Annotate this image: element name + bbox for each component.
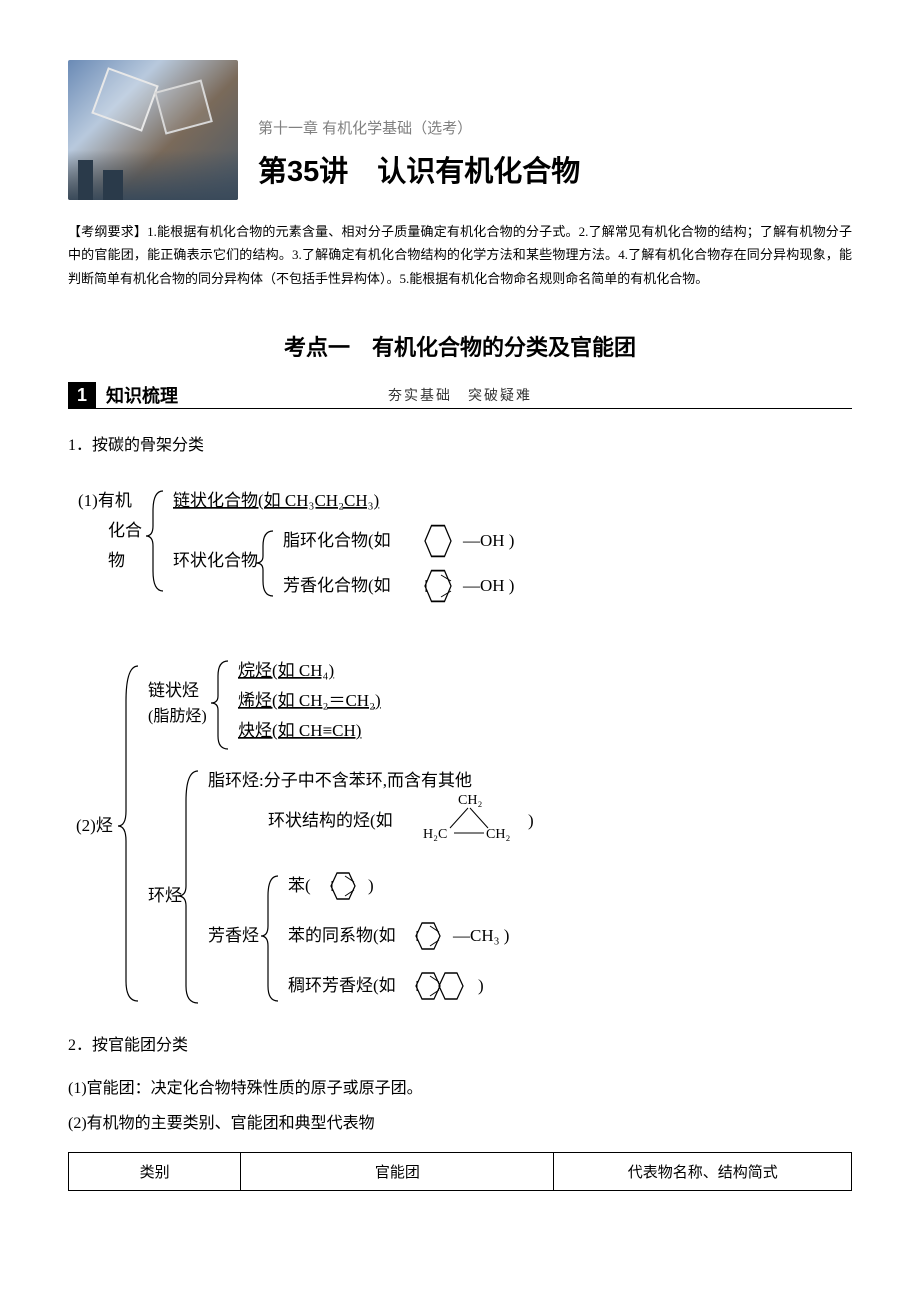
table-header-row: 类别 官能团 代表物名称、结构简式	[69, 1152, 852, 1190]
fig2-benzene: 苯(	[288, 876, 311, 895]
fig1-aromatic: 芳香化合物(如	[283, 576, 391, 595]
fig1-alicyclic-suf: —OH )	[462, 531, 514, 550]
header-titles: 第十一章 有机化学基础（选考） 第35讲 认识有机化合物	[238, 117, 852, 200]
fig1-left-3: 物	[108, 551, 125, 570]
table-col3: 代表物名称、结构简式	[554, 1152, 852, 1190]
table-col2: 官能团	[241, 1152, 554, 1190]
fig1-left-2: 化合	[108, 521, 142, 540]
svg-text:CH₂: CH₂	[486, 827, 510, 842]
requirements-text: 1.能根据有机化合物的元素含量、相对分子质量确定有机化合物的分子式。2.了解常见…	[68, 224, 852, 286]
fig2-fused: 稠环芳香烃(如	[288, 976, 396, 995]
fig1-chain: 链状化合物(如 CH₃CH₂CH₃)	[173, 491, 379, 510]
part2-heading: 2．按官能团分类	[68, 1031, 852, 1055]
subsection-subtitle: 夯实基础 突破疑难	[188, 385, 852, 405]
section-title: 考点一 有机化合物的分类及官能团	[68, 330, 852, 362]
fig2-fused-suf: )	[478, 976, 484, 995]
subsection-bar: 1 知识梳理 夯实基础 突破疑难	[68, 382, 852, 409]
fig2-alkene: 烯烃(如 CH₂＝CH₂)	[238, 691, 381, 710]
fig2-chainhc: 链状烃	[148, 681, 199, 700]
fig2-homolog: 苯的同系物(如	[288, 926, 396, 945]
part2-line1: (1)官能团：决定化合物特殊性质的原子或原子团。	[68, 1071, 852, 1106]
part1-heading: 1．按碳的骨架分类	[68, 431, 852, 455]
fig2-alicyc1: 脂环烃:分子中不含苯环,而含有其他	[208, 771, 472, 790]
fig2-homolog-suf: —CH₃ )	[452, 926, 509, 945]
svg-text:CH₂: CH₂	[458, 793, 482, 808]
subsection-label: 知识梳理	[96, 382, 188, 408]
svg-text:H₂C: H₂C	[423, 827, 447, 842]
classification-figure-1: (1)有机 化合 物 链状化合物(如 CH₃CH₂CH₃) 环状化合物 脂环化合…	[68, 471, 852, 621]
page-header: 第十一章 有机化学基础（选考） 第35讲 认识有机化合物	[68, 60, 852, 200]
requirements-label: 【考纲要求】	[68, 224, 147, 239]
fig2-alicyc2-suf: )	[528, 811, 534, 830]
fig1-left-1: (1)有机	[78, 491, 132, 510]
fig2-alkyne: 炔烃(如 CH≡CH)	[238, 721, 361, 740]
subsection-number: 1	[68, 382, 96, 408]
fig1-aromatic-suf: —OH )	[462, 576, 514, 595]
table-col1: 类别	[69, 1152, 241, 1190]
classification-figure-2: (2)烃 链状烃 (脂肪烃) 烷烃(如 CH₄) 烯烃(如 CH₂＝CH₂) 炔…	[68, 641, 852, 1011]
exam-requirements: 【考纲要求】1.能根据有机化合物的元素含量、相对分子质量确定有机化合物的分子式。…	[68, 220, 852, 290]
chapter-image	[68, 60, 238, 200]
functional-group-table: 类别 官能团 代表物名称、结构简式	[68, 1152, 852, 1191]
fig2-alicyc2: 环状结构的烃(如	[268, 811, 393, 830]
fig2-left: (2)烃	[76, 816, 113, 835]
fig2-ringhc: 环烃	[148, 886, 182, 905]
sub-chapter-label: 第十一章 有机化学基础（选考）	[258, 117, 852, 138]
fig2-alkane: 烷烃(如 CH₄)	[238, 661, 334, 680]
fig1-ring-label: 环状化合物	[173, 551, 258, 570]
fig2-aromhc: 芳香烃	[208, 926, 259, 945]
fig2-chainhc-sub: (脂肪烃)	[148, 707, 207, 725]
lecture-title: 第35讲 认识有机化合物	[258, 148, 852, 190]
fig1-alicyclic: 脂环化合物(如	[283, 531, 391, 550]
part2-line2: (2)有机物的主要类别、官能团和典型代表物	[68, 1106, 852, 1141]
fig2-benzene-suf: )	[368, 876, 374, 895]
